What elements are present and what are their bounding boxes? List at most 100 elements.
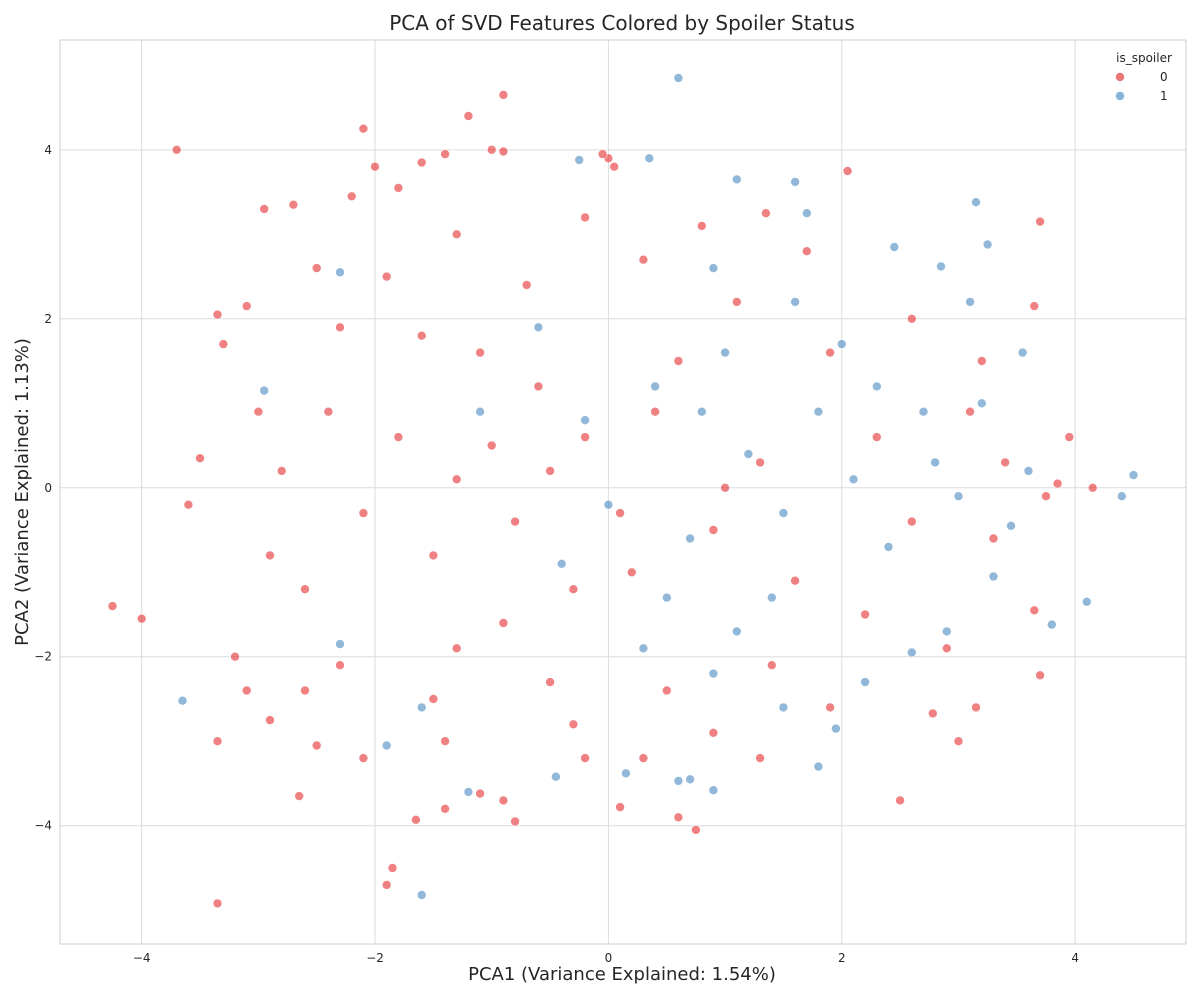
data-point bbox=[510, 816, 520, 827]
data-point bbox=[335, 639, 345, 649]
data-point bbox=[393, 432, 404, 442]
data-point bbox=[475, 347, 485, 358]
data-point bbox=[883, 542, 894, 552]
data-point bbox=[720, 482, 730, 493]
x-tick-label: 4 bbox=[1071, 951, 1079, 965]
data-point bbox=[918, 406, 929, 417]
data-point bbox=[311, 263, 322, 273]
data-point bbox=[1000, 457, 1010, 468]
data-point bbox=[1041, 491, 1051, 502]
data-point bbox=[300, 685, 310, 696]
data-point bbox=[498, 90, 509, 100]
data-point bbox=[650, 381, 660, 392]
series-0 bbox=[107, 90, 1098, 909]
data-point bbox=[551, 771, 561, 782]
data-point bbox=[463, 787, 474, 797]
x-tick-label: −2 bbox=[366, 951, 384, 965]
data-point bbox=[976, 356, 987, 366]
data-point bbox=[661, 685, 672, 696]
y-axis-label: PCA2 (Variance Explained: 1.13%) bbox=[12, 338, 33, 646]
data-point bbox=[416, 702, 427, 713]
data-point bbox=[621, 768, 631, 779]
data-point bbox=[294, 791, 305, 801]
data-point bbox=[644, 153, 655, 164]
data-point bbox=[580, 432, 590, 442]
data-point bbox=[498, 795, 509, 806]
x-axis-ticks: −4 −2 0 2 4 bbox=[133, 951, 1079, 965]
data-point bbox=[556, 558, 567, 569]
data-point bbox=[766, 660, 777, 671]
y-tick-label: 2 bbox=[44, 312, 52, 326]
data-point bbox=[568, 719, 579, 730]
data-point bbox=[1035, 670, 1045, 681]
data-point bbox=[475, 406, 485, 417]
data-point bbox=[545, 466, 555, 476]
data-point bbox=[638, 753, 649, 763]
data-point bbox=[358, 123, 369, 134]
legend-marker bbox=[1115, 91, 1125, 101]
legend-label: 0 bbox=[1160, 70, 1168, 84]
legend-label: 1 bbox=[1160, 89, 1168, 103]
data-point bbox=[212, 736, 223, 747]
data-point bbox=[533, 381, 544, 392]
data-point bbox=[988, 533, 999, 544]
data-point bbox=[568, 584, 579, 595]
y-tick-label: 0 bbox=[44, 481, 52, 495]
data-point bbox=[212, 898, 223, 909]
data-point bbox=[906, 647, 917, 658]
data-point bbox=[860, 609, 870, 620]
data-point bbox=[731, 626, 742, 637]
data-point bbox=[218, 339, 229, 349]
data-point bbox=[1029, 605, 1040, 616]
data-point bbox=[440, 803, 450, 814]
data-point bbox=[335, 322, 345, 333]
data-point bbox=[708, 525, 719, 535]
data-point bbox=[982, 239, 993, 250]
data-point bbox=[831, 723, 841, 734]
data-point bbox=[976, 398, 987, 409]
data-point bbox=[1064, 432, 1075, 442]
data-point bbox=[393, 183, 404, 193]
data-point bbox=[276, 466, 287, 476]
data-point bbox=[755, 457, 765, 468]
data-point bbox=[971, 197, 981, 207]
data-point bbox=[486, 145, 497, 155]
data-point bbox=[825, 347, 835, 358]
y-axis-ticks: −4 −2 0 2 4 bbox=[34, 143, 52, 833]
data-point bbox=[416, 330, 427, 341]
data-point bbox=[731, 297, 742, 307]
data-point bbox=[743, 449, 754, 459]
data-point bbox=[381, 740, 392, 751]
data-point bbox=[1087, 482, 1098, 493]
data-point bbox=[521, 280, 532, 290]
y-tick-label: −2 bbox=[34, 650, 52, 664]
data-point bbox=[953, 736, 964, 747]
data-point bbox=[545, 677, 555, 687]
data-point bbox=[265, 715, 275, 725]
data-point bbox=[428, 550, 439, 561]
data-point bbox=[107, 601, 118, 611]
data-point bbox=[860, 677, 870, 687]
data-point bbox=[790, 177, 800, 187]
data-point bbox=[486, 440, 497, 451]
data-point bbox=[889, 242, 900, 252]
data-point bbox=[638, 643, 649, 654]
data-point bbox=[451, 643, 462, 654]
data-point bbox=[177, 695, 188, 706]
data-point bbox=[440, 149, 450, 159]
data-point bbox=[696, 221, 707, 231]
data-point bbox=[230, 651, 240, 662]
data-point bbox=[941, 626, 952, 637]
data-point bbox=[848, 474, 859, 485]
data-point bbox=[801, 208, 812, 218]
data-point bbox=[451, 474, 462, 485]
data-point bbox=[411, 814, 421, 825]
data-point bbox=[842, 166, 853, 176]
data-point bbox=[171, 145, 182, 155]
data-point bbox=[720, 347, 730, 358]
data-point bbox=[463, 111, 474, 121]
data-point bbox=[259, 204, 270, 214]
data-point bbox=[836, 339, 847, 349]
data-point bbox=[498, 146, 509, 157]
